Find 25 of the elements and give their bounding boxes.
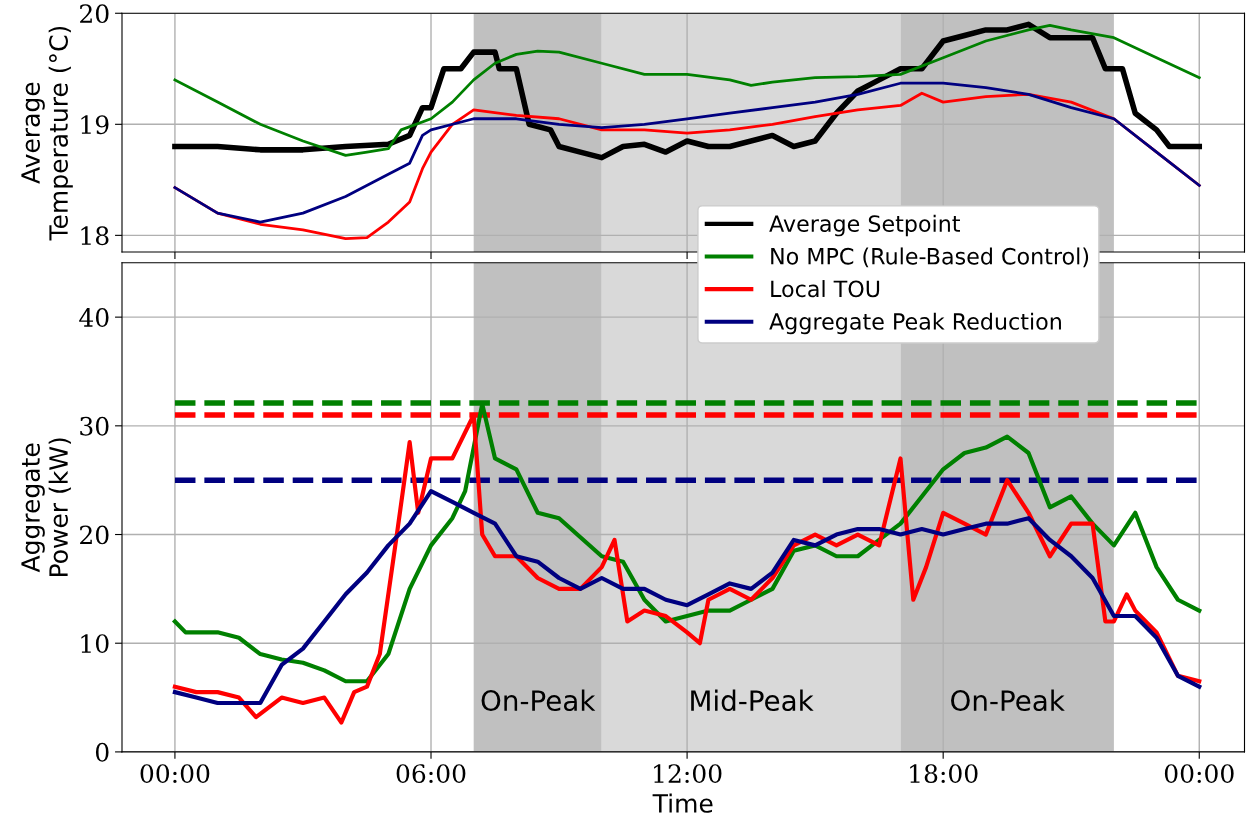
x-tick-label: 00:00 — [140, 764, 210, 784]
x-tick-label: 12:00 — [654, 764, 722, 784]
y-tick-label: 20 — [80, 525, 109, 545]
x-tick-label: 06:00 — [396, 764, 466, 784]
x-tick-label: 18:00 — [910, 764, 978, 784]
y-tick-label: 10 — [81, 634, 109, 654]
y-tick-label: 0 — [95, 742, 109, 762]
legend-label: Local TOU — [771, 280, 880, 298]
y-tick-label: 30 — [80, 416, 109, 436]
legend-label: Aggregate Peak Reduction — [769, 312, 1061, 335]
x-tick-label: 00:00 — [1164, 764, 1234, 784]
y-tick-label: 18 — [81, 226, 109, 246]
y-tick-label: 40 — [79, 308, 109, 327]
line-series — [172, 412, 1202, 725]
y-tick-label: 19 — [81, 115, 109, 135]
y-axis-title: Aggregate Power (kW) — [21, 438, 71, 576]
band-label: On-Peak — [951, 689, 1065, 712]
x-axis-title: Time — [652, 793, 713, 813]
band-label: On-Peak — [481, 689, 596, 712]
legend-label: No MPC (Rule-Based Control) — [771, 247, 1089, 268]
y-tick-label: 20 — [80, 4, 109, 24]
line-series — [172, 402, 1202, 684]
legend-label: Average Setpoint — [769, 214, 960, 237]
y-axis-title: Average Temperature (°C) — [21, 26, 73, 241]
band-label: Mid-Peak — [691, 689, 814, 712]
